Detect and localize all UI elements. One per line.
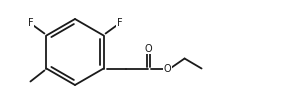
Text: F: F <box>117 18 122 28</box>
Text: O: O <box>164 64 171 74</box>
Text: O: O <box>145 44 152 54</box>
Text: F: F <box>28 18 33 28</box>
